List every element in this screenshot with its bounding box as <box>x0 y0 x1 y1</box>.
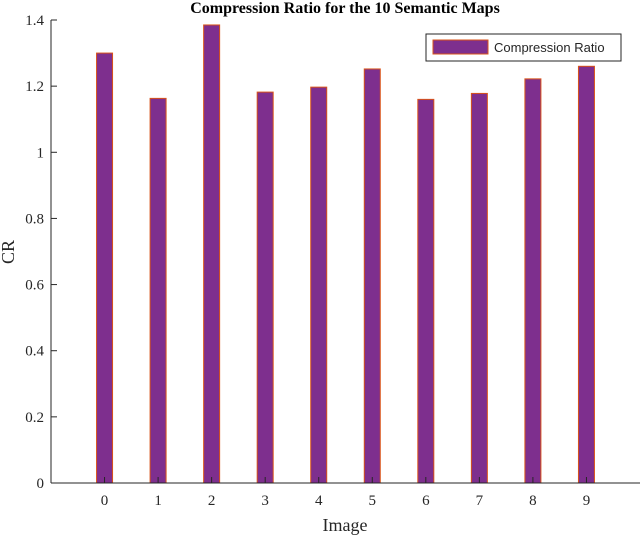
bars-group <box>96 24 595 484</box>
x-tick-label: 5 <box>369 493 377 509</box>
legend-swatch <box>432 39 489 55</box>
x-tick-label: 3 <box>261 493 269 509</box>
legend: Compression Ratio <box>425 33 622 62</box>
x-tick-label: 0 <box>101 493 109 509</box>
x-tick-label: 6 <box>422 493 430 509</box>
bar-8 <box>524 78 542 484</box>
bar-4 <box>310 86 328 484</box>
bar-5 <box>363 68 381 484</box>
chart-title: Compression Ratio for the 10 Semantic Ma… <box>190 0 500 17</box>
y-tick-label: 0.2 <box>25 410 44 426</box>
legend-label: Compression Ratio <box>494 40 605 55</box>
y-tick-label: 0.8 <box>25 211 44 227</box>
y-tick-label: 1 <box>37 145 45 161</box>
x-tick-label: 7 <box>476 493 484 509</box>
x-axis-label: Image <box>323 515 368 535</box>
bar-1 <box>149 97 167 484</box>
bar-7 <box>470 92 488 484</box>
bar-6 <box>417 98 435 484</box>
x-tick-label: 4 <box>315 493 323 509</box>
y-tick-label: 0 <box>37 476 45 492</box>
x-tick-label: 2 <box>208 493 216 509</box>
axes-group <box>50 20 640 484</box>
y-tick-label: 1.2 <box>25 79 44 95</box>
bar-3 <box>256 91 274 484</box>
bar-2 <box>203 24 221 484</box>
bar-0 <box>96 52 114 484</box>
y-tick-label: 0.6 <box>25 278 44 294</box>
x-tick-label: 9 <box>583 493 591 509</box>
y-tick-label: 1.4 <box>25 13 44 29</box>
y-tick-label: 0.4 <box>25 344 44 360</box>
x-tick-label: 8 <box>529 493 537 509</box>
bar-9 <box>577 65 595 484</box>
x-tick-label: 1 <box>154 493 162 509</box>
y-axis-label: CR <box>0 240 18 264</box>
ticks-group: 0 0.2 0.4 0.6 0.8 1 1.2 1.4 0 1 2 3 4 5 6 7 8 9 <box>25 13 590 509</box>
